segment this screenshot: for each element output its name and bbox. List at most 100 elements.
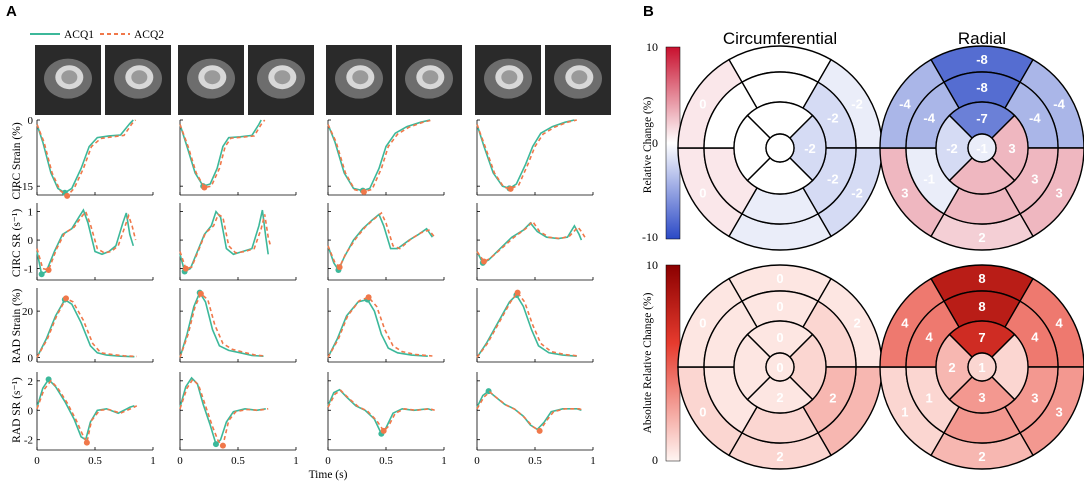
series-line-acq1 xyxy=(328,300,428,358)
figure: A B ACQ1 ACQ2 0-1510-120020-20 0.5 1 0 0.5 1 0… xyxy=(0,0,1084,483)
x-tick-label: 1 xyxy=(441,455,447,467)
series-line-acq2 xyxy=(180,379,268,445)
bullseye-2: 0 2 2 0 0 0 2 0 2 0 xyxy=(678,265,882,469)
mri-cavity xyxy=(131,70,147,84)
peak-marker-acq2 xyxy=(481,258,487,264)
mri-cavity xyxy=(61,70,77,84)
segment-value: 2 xyxy=(776,449,783,464)
series-line-acq1 xyxy=(477,120,574,188)
segment-value: 0 xyxy=(776,141,783,156)
series-line-acq1 xyxy=(37,379,134,439)
mri-cavity xyxy=(501,70,517,84)
segment-value: 0 xyxy=(699,405,706,420)
peak-marker-acq2 xyxy=(508,186,514,192)
segment-value: 0 xyxy=(776,111,783,126)
segment-value: -1 xyxy=(976,141,988,156)
peak-marker-acq2 xyxy=(220,443,226,449)
mri-cavity xyxy=(204,70,220,84)
x-tick-label: 0.5 xyxy=(231,455,245,467)
segment-value: 3 xyxy=(1055,186,1062,201)
peak-marker-acq2 xyxy=(337,264,343,270)
ylabel-rad-sr: RAD SR (s⁻¹) xyxy=(11,377,23,443)
ylabel-circ-strain: CIRC Strain (%) xyxy=(11,122,23,199)
segment-value: -8 xyxy=(976,80,988,95)
series-line-acq2 xyxy=(180,120,265,188)
peak-marker-acq2 xyxy=(84,440,90,446)
series-line-acq2 xyxy=(37,120,136,196)
bullseye-0: 0-2-200-2-20 0-20 0 xyxy=(678,46,882,250)
bullseye-3: 8 4 3 2 1 4 8 4 3 1 4 7 3 2 1 xyxy=(880,265,1084,469)
y-tick-label: 20 xyxy=(22,306,34,318)
series-line-acq1 xyxy=(328,120,430,191)
y-tick-label: -1 xyxy=(24,264,33,276)
segment-value: 0 xyxy=(699,97,706,112)
cb-top-tick-min: -10 xyxy=(642,230,658,244)
peak-marker-acq2 xyxy=(63,295,69,301)
legend-acq2-label: ACQ2 xyxy=(134,29,164,41)
cb-bottom-tick-max: 10 xyxy=(646,258,658,272)
segment-value: -4 xyxy=(1029,111,1041,126)
peak-marker-acq2 xyxy=(366,294,372,300)
segment-value: -2 xyxy=(851,186,863,201)
x-tick-label: 0.5 xyxy=(88,455,102,467)
x-tick-label: 1 xyxy=(293,455,299,467)
segment-value: 0 xyxy=(776,271,783,286)
peak-marker-acq2 xyxy=(381,428,387,434)
peak-marker-acq2 xyxy=(198,291,204,297)
segment-value: 3 xyxy=(901,186,908,201)
bullseye-1: -8-4323-4-8-43-1-4 -73-2 -1 xyxy=(880,46,1084,250)
x-tick-label: 0 xyxy=(177,455,183,467)
segment-value: 4 xyxy=(901,316,909,331)
series-line-acq1 xyxy=(37,300,134,358)
y-tick-label: 0 xyxy=(28,352,34,364)
x-tick-label: 0.5 xyxy=(379,455,393,467)
segment-value: 2 xyxy=(776,390,783,405)
series-line-acq2 xyxy=(328,120,432,192)
y-tick-label: 0 xyxy=(28,115,34,127)
series-line-acq1 xyxy=(328,390,432,434)
peak-marker-acq2 xyxy=(46,267,52,273)
segment-value: 2 xyxy=(829,391,836,406)
segment-value: -4 xyxy=(1053,97,1065,112)
segment-value: 1 xyxy=(901,405,908,420)
x-tick-label: 0 xyxy=(474,455,480,467)
series-line-acq2 xyxy=(477,222,585,262)
y-tick-label: 2 xyxy=(28,376,34,388)
series-line-acq1 xyxy=(180,293,264,358)
mri-thumbnails xyxy=(35,45,611,115)
segment-value: 0 xyxy=(699,186,706,201)
series-line-acq2 xyxy=(328,390,435,431)
segment-value: 0 xyxy=(724,111,731,126)
mri-cavity xyxy=(571,70,587,84)
segment-value: 2 xyxy=(948,360,955,375)
x-tick-label: 0 xyxy=(325,455,331,467)
segment-value: 7 xyxy=(978,330,985,345)
peak-marker-acq2 xyxy=(64,193,70,199)
cb-top-tick-max: 10 xyxy=(646,40,658,54)
legend: ACQ1 ACQ2 xyxy=(30,29,164,41)
x-tick-label: 0 xyxy=(34,455,40,467)
colorbar-absolute-label: Absolute Relative Change (%) xyxy=(642,292,654,433)
series-line-acq1 xyxy=(328,214,432,270)
segment-value: 4 xyxy=(926,330,934,345)
segment-value: 0 xyxy=(746,141,753,156)
y-tick-label: 0 xyxy=(28,235,34,247)
series-line-acq2 xyxy=(477,120,577,189)
panel-b-label: B xyxy=(643,3,654,20)
ylabel-rad-strain: RAD Strain (%) xyxy=(11,288,23,363)
segment-value: -4 xyxy=(923,111,935,126)
series-line-acq1 xyxy=(180,378,266,444)
segment-value: -2 xyxy=(804,141,816,156)
segment-value: 3 xyxy=(1008,141,1015,156)
mri-cavity xyxy=(352,70,368,84)
legend-acq1-label: ACQ1 xyxy=(64,29,94,41)
y-tick-label: -2 xyxy=(24,435,33,447)
segment-value: 3 xyxy=(1055,405,1062,420)
peak-marker-acq2 xyxy=(201,185,207,191)
segment-value: 0 xyxy=(776,52,783,67)
segment-value: 0 xyxy=(776,330,783,345)
panel-a-label: A xyxy=(6,3,17,20)
segment-value: -2 xyxy=(827,172,839,187)
ylabel-circ-sr: CIRC SR (s⁻¹) xyxy=(11,209,23,277)
